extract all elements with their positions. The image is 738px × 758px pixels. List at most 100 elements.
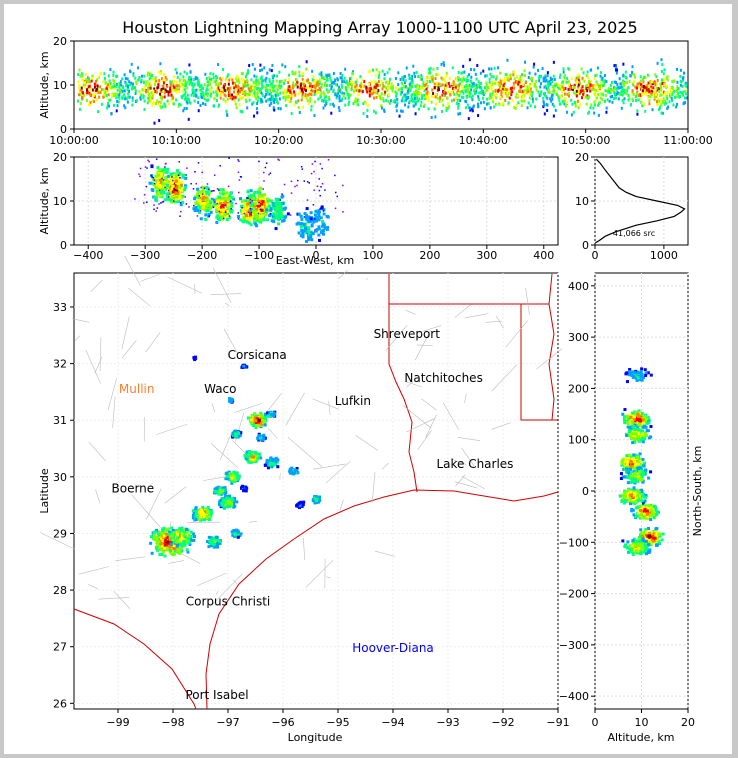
source-point [310, 172, 313, 175]
source-point [663, 102, 666, 106]
source-point [203, 95, 206, 99]
source-point [342, 184, 344, 187]
source-point [104, 93, 107, 97]
source-point [310, 93, 313, 97]
source-point [163, 546, 167, 550]
source-point [314, 86, 317, 90]
source-point [370, 90, 373, 94]
source-point [383, 109, 386, 113]
source-point [617, 97, 620, 101]
source-point [320, 186, 322, 188]
source-point [177, 185, 181, 189]
source-point [433, 86, 436, 90]
source-point [414, 93, 417, 97]
source-point [256, 92, 259, 96]
source-point [174, 195, 178, 199]
source-point [278, 80, 281, 84]
source-point [435, 73, 438, 77]
source-point [238, 160, 240, 163]
source-point [222, 217, 225, 220]
source-point [467, 73, 470, 77]
source-point [475, 77, 478, 81]
source-point [634, 75, 637, 79]
source-point [159, 89, 162, 93]
source-point [417, 107, 420, 111]
source-point [613, 92, 616, 96]
source-point [205, 185, 209, 189]
source-point [623, 81, 626, 85]
source-point [577, 85, 580, 89]
source-point [640, 83, 643, 87]
x-tick-label: 10:10:00 [152, 134, 201, 147]
source-point [210, 86, 213, 90]
source-point [292, 86, 295, 90]
source-point [535, 88, 538, 92]
source-point [332, 104, 335, 108]
source-point [540, 74, 543, 78]
source-point [445, 106, 448, 110]
source-point [255, 78, 258, 82]
source-point [488, 77, 491, 81]
source-point [78, 83, 81, 87]
source-point [296, 85, 299, 89]
source-point [622, 62, 625, 66]
source-point [157, 83, 160, 87]
source-point [235, 106, 238, 110]
source-point [542, 100, 545, 104]
source-point [135, 99, 138, 103]
source-point [462, 76, 465, 80]
source-point [172, 83, 175, 87]
source-point [283, 88, 286, 92]
source-point [578, 73, 581, 77]
source-point [659, 93, 662, 97]
y-tick-label: 0 [60, 239, 67, 252]
source-point [222, 97, 225, 101]
source-point [106, 83, 109, 87]
source-point [670, 96, 673, 100]
source-point [228, 78, 231, 82]
source-point [430, 115, 433, 119]
source-point [445, 74, 448, 78]
source-point [492, 97, 495, 101]
source-point [625, 87, 628, 91]
source-point [396, 101, 399, 105]
source-point [270, 85, 273, 89]
source-point [179, 538, 183, 542]
source-point [85, 80, 88, 84]
source-point [263, 95, 266, 99]
source-point [330, 111, 333, 115]
source-point [661, 82, 664, 86]
source-point [383, 77, 386, 81]
source-point [158, 189, 161, 192]
source-point [458, 93, 461, 97]
source-point [573, 100, 576, 104]
source-point [215, 99, 218, 103]
source-point [259, 100, 262, 104]
source-point [319, 95, 322, 99]
source-point [164, 166, 166, 168]
source-point [272, 106, 275, 110]
source-point [577, 92, 580, 96]
source-point [647, 81, 650, 85]
source-point [671, 79, 674, 83]
source-point [195, 182, 197, 185]
source-point [621, 98, 624, 102]
source-point [151, 188, 155, 192]
source-point [238, 80, 241, 84]
source-point [543, 103, 546, 107]
source-point [242, 90, 245, 94]
source-point [307, 226, 311, 230]
source-point [143, 87, 146, 91]
source-point [78, 68, 81, 72]
source-point [325, 102, 328, 106]
source-point [681, 84, 684, 88]
source-point [511, 86, 514, 90]
source-point [379, 97, 382, 101]
source-point [189, 80, 192, 84]
source-point [505, 88, 508, 92]
source-point [547, 88, 550, 92]
source-point [607, 90, 610, 94]
source-point [565, 80, 568, 84]
source-point [594, 82, 597, 86]
source-point [161, 84, 164, 88]
